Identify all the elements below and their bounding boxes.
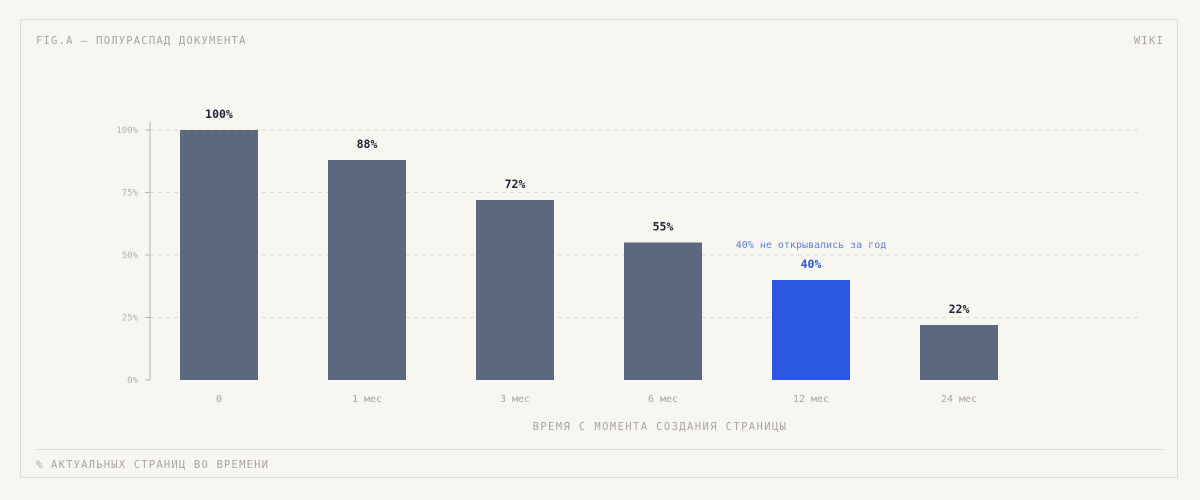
bar	[772, 280, 850, 380]
x-tick-label: 12 мес	[793, 394, 829, 405]
figure-title: FIG.A — ПОЛУРАСПАД ДОКУМЕНТА	[36, 35, 247, 47]
footer-caption: % АКТУАЛЬНЫХ СТРАНИЦ ВО ВРЕМЕНИ	[36, 459, 270, 471]
annotation-text: 40% не открывались за год	[736, 240, 887, 251]
bar	[328, 160, 406, 380]
footer-divider	[36, 449, 1164, 450]
y-tick-label: 25%	[122, 314, 139, 324]
y-tick-label: 0%	[127, 376, 138, 386]
data-label: 22%	[949, 302, 970, 316]
corner-tag: WIKI	[1133, 35, 1164, 47]
x-tick-label: 24 мес	[941, 394, 977, 405]
x-tick-label: 6 мес	[648, 394, 678, 405]
x-axis-title: ВРЕМЯ С МОМЕНТА СОЗДАНИЯ СТРАНИЦЫ	[533, 421, 788, 433]
y-tick-label: 100%	[116, 126, 138, 136]
figure-frame	[20, 19, 1178, 478]
data-label: 100%	[205, 107, 233, 121]
data-label: 55%	[653, 220, 674, 234]
bar	[476, 200, 554, 380]
x-tick-label: 3 мес	[500, 394, 530, 405]
x-tick-label: 1 мес	[352, 394, 382, 405]
x-tick-label: 0	[216, 394, 222, 405]
bar	[624, 242, 702, 380]
data-label: 40%	[801, 257, 822, 271]
data-label: 72%	[505, 177, 526, 191]
y-tick-label: 50%	[122, 251, 139, 261]
data-label: 88%	[357, 137, 378, 151]
bar	[920, 325, 998, 380]
y-tick-label: 75%	[122, 189, 139, 199]
bar	[180, 130, 258, 380]
